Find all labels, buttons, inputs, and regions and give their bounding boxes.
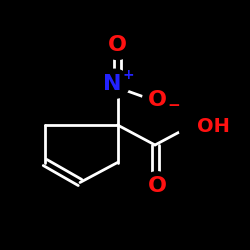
Circle shape xyxy=(142,86,172,114)
Circle shape xyxy=(179,108,216,145)
Text: +: + xyxy=(123,68,134,82)
Text: O: O xyxy=(148,90,167,110)
Circle shape xyxy=(142,172,172,201)
Circle shape xyxy=(103,30,132,60)
Text: O: O xyxy=(148,176,167,196)
Text: −: − xyxy=(168,98,180,112)
Text: OH: OH xyxy=(198,117,230,136)
Circle shape xyxy=(100,69,130,98)
Text: N: N xyxy=(103,74,122,94)
Text: O: O xyxy=(108,35,127,55)
